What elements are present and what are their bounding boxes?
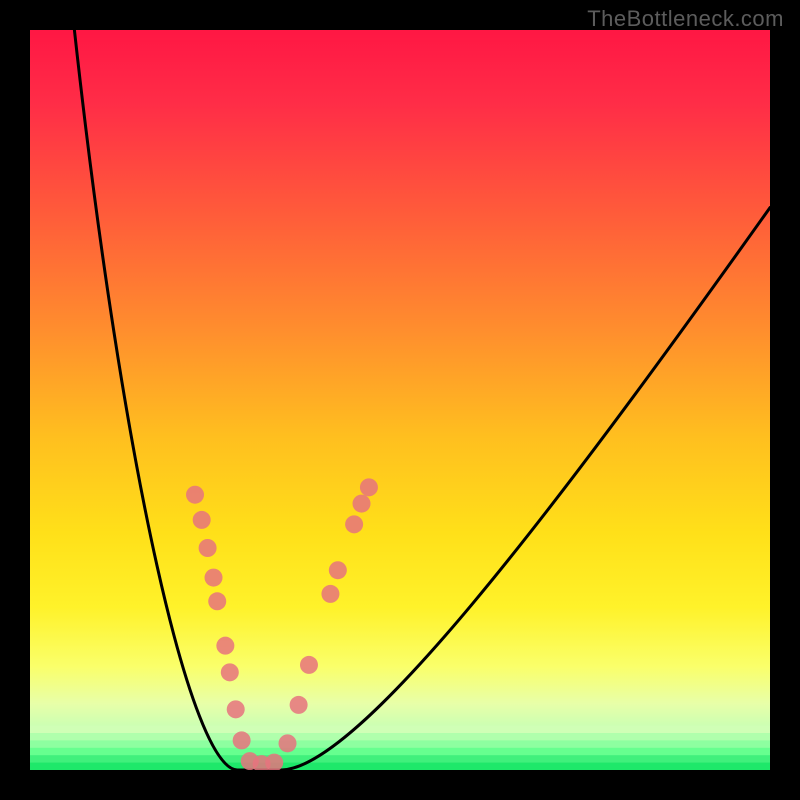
gradient-background bbox=[30, 30, 770, 770]
chart-svg bbox=[30, 30, 770, 770]
curve-marker bbox=[199, 539, 217, 557]
curve-marker bbox=[329, 561, 347, 579]
curve-marker bbox=[227, 700, 245, 718]
green-banding bbox=[30, 726, 770, 770]
curve-marker bbox=[353, 495, 371, 513]
curve-marker bbox=[233, 731, 251, 749]
curve-marker bbox=[193, 511, 211, 529]
curve-marker bbox=[208, 592, 226, 610]
curve-marker bbox=[345, 515, 363, 533]
curve-marker bbox=[290, 696, 308, 714]
curve-marker bbox=[216, 637, 234, 655]
curve-marker bbox=[221, 663, 239, 681]
curve-marker bbox=[300, 656, 318, 674]
plot-area bbox=[30, 30, 770, 770]
curve-marker bbox=[279, 734, 297, 752]
watermark-text: TheBottleneck.com bbox=[587, 6, 784, 32]
curve-marker bbox=[321, 585, 339, 603]
curve-marker bbox=[360, 478, 378, 496]
curve-marker bbox=[186, 486, 204, 504]
curve-marker bbox=[205, 569, 223, 587]
